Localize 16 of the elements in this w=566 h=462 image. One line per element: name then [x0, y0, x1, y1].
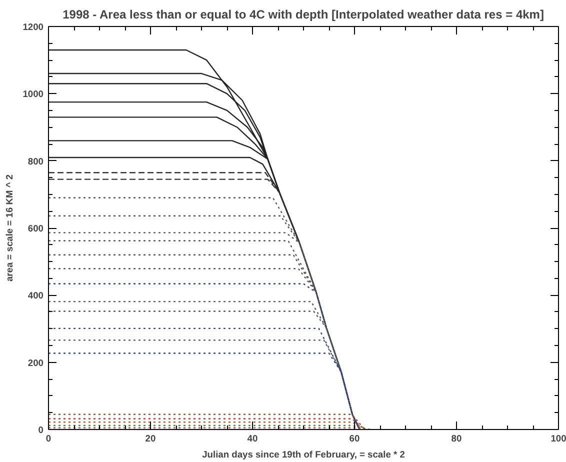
- x-tick-label: 40: [247, 434, 258, 444]
- y-tick-label: 200: [28, 358, 44, 368]
- x-tick-label: 100: [550, 434, 566, 444]
- x-axis-title: Julian days since 19th of February, = scale * 2: [202, 450, 405, 460]
- y-tick-label: 1000: [22, 89, 44, 100]
- x-tick-label: 80: [451, 434, 462, 444]
- y-tick-label: 600: [28, 224, 44, 234]
- y-tick-label: 1200: [22, 22, 44, 32]
- y-axis-title: area = scale = 16 KM ^ 2: [4, 174, 15, 282]
- x-tick-label: 20: [145, 434, 156, 444]
- y-tick-label: 800: [28, 156, 44, 166]
- x-tick-label: 0: [46, 434, 52, 444]
- y-tick-label: 400: [28, 290, 44, 301]
- x-tick-label: 60: [349, 434, 360, 444]
- y-tick-label: 0: [38, 425, 44, 435]
- chart-title: 1998 - Area less than or equal to 4C with depth [Interpolated weather data res = 4km]: [62, 8, 544, 22]
